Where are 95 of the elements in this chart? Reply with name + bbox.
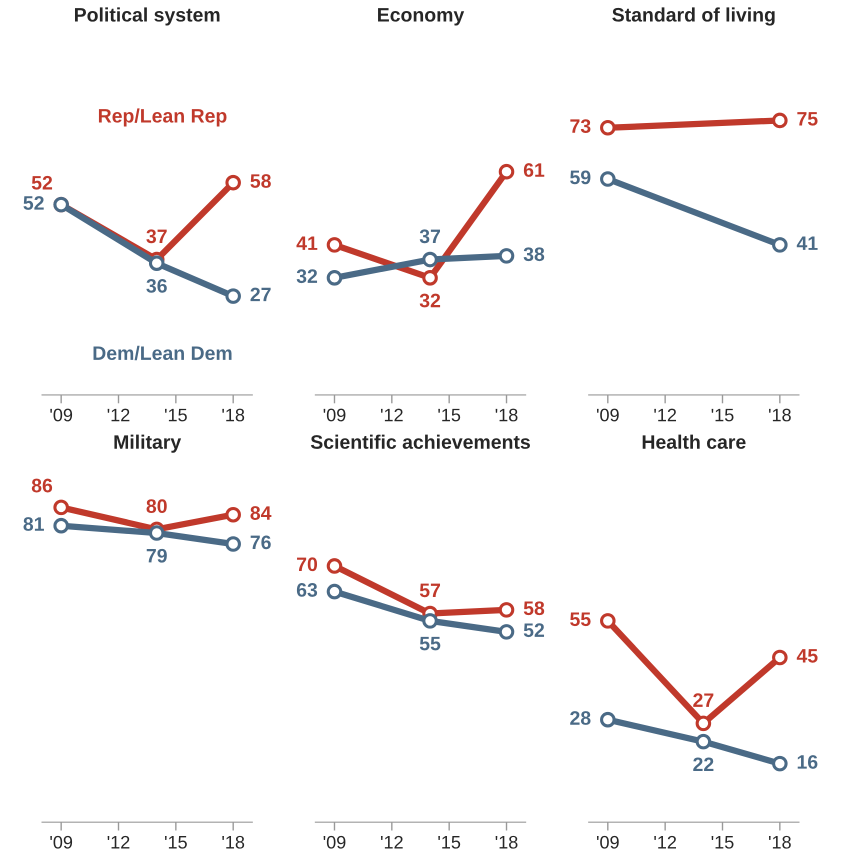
x-tick-label: '09 xyxy=(50,836,72,849)
data-label: 27 xyxy=(250,288,271,302)
data-label: 70 xyxy=(297,557,318,572)
point xyxy=(225,536,241,552)
x-tick-label: '12 xyxy=(380,408,403,422)
point xyxy=(600,613,616,629)
data-label: 80 xyxy=(146,499,167,514)
point xyxy=(225,174,241,190)
data-label: 79 xyxy=(146,548,167,563)
data-label: 86 xyxy=(32,478,52,492)
data-label: 41 xyxy=(296,236,318,250)
chart-title: Health care xyxy=(642,434,746,449)
x-tick-label: '15 xyxy=(438,836,460,849)
data-label: 16 xyxy=(798,755,818,769)
point xyxy=(772,237,788,253)
point xyxy=(326,270,342,286)
x-tick-label: '09 xyxy=(324,836,346,849)
point xyxy=(422,252,438,268)
point xyxy=(772,112,788,128)
data-label: 81 xyxy=(23,517,44,531)
x-tick-label: '15 xyxy=(712,408,734,422)
data-label: 52 xyxy=(524,623,544,638)
x-tick-label: '12 xyxy=(380,836,403,848)
point xyxy=(498,248,514,264)
text: Rep/Lean Rep xyxy=(98,108,226,127)
data-label: 55 xyxy=(420,636,440,650)
point xyxy=(148,255,165,271)
data-label: 38 xyxy=(524,247,544,262)
data-label: 52 xyxy=(23,196,44,210)
data-label: 61 xyxy=(524,163,544,177)
data-label: 32 xyxy=(420,294,440,308)
point xyxy=(498,164,514,180)
x-tick-label: '18 xyxy=(768,836,791,849)
data-label: 37 xyxy=(420,229,440,244)
data-label: 73 xyxy=(570,119,590,134)
point xyxy=(225,506,241,522)
chart-title: Economy xyxy=(378,8,464,26)
data-label: 75 xyxy=(797,112,818,126)
point xyxy=(696,716,712,732)
x-tick-label: '09 xyxy=(596,836,619,849)
data-label: 45 xyxy=(796,649,818,663)
x-tick-label: '12 xyxy=(108,836,130,848)
x-tick-label: '18 xyxy=(496,836,518,849)
point xyxy=(53,518,69,534)
x-tick-label: '09 xyxy=(50,408,72,422)
point xyxy=(326,237,342,253)
data-label: 28 xyxy=(570,711,591,725)
x-tick-label: '09 xyxy=(324,408,346,422)
point xyxy=(326,558,342,574)
point xyxy=(498,624,514,640)
chart-title: Political system xyxy=(74,7,220,26)
data-label: 63 xyxy=(296,583,318,597)
x-tick-label: '18 xyxy=(496,408,518,422)
data-label: 55 xyxy=(570,612,591,626)
data-label: 84 xyxy=(250,506,272,520)
data-label: 41 xyxy=(796,236,818,250)
point xyxy=(772,650,788,666)
data-label: 36 xyxy=(146,278,167,293)
chart-title: Standard of living xyxy=(612,7,775,26)
x-tick-label: '18 xyxy=(768,408,791,422)
x-tick-label: '12 xyxy=(108,408,130,422)
chart-title: Scientific achievements xyxy=(310,434,530,449)
x-tick-label: '12 xyxy=(654,408,676,422)
data-label: 52 xyxy=(32,176,52,190)
point xyxy=(422,613,438,629)
x-tick-label: '15 xyxy=(712,836,734,849)
x-tick-label: '15 xyxy=(165,408,187,422)
data-label: 58 xyxy=(524,601,544,616)
x-tick-label: '12 xyxy=(654,836,676,848)
point xyxy=(326,584,342,600)
data-label: 59 xyxy=(570,170,590,184)
point xyxy=(600,171,616,187)
point xyxy=(772,756,788,772)
x-tick-label: '09 xyxy=(596,408,619,422)
point xyxy=(422,270,438,286)
text: Dem/Lean Dem xyxy=(94,346,232,360)
x-tick-label: '18 xyxy=(222,408,244,422)
data-label: 57 xyxy=(420,584,440,598)
chart-title: Military xyxy=(114,434,182,453)
point xyxy=(600,120,616,136)
data-label: 27 xyxy=(693,693,714,707)
data-label: 37 xyxy=(146,229,167,244)
point xyxy=(225,288,241,304)
x-tick-label: '15 xyxy=(165,836,187,849)
point xyxy=(696,734,712,750)
data-label: 58 xyxy=(250,174,271,188)
point xyxy=(600,712,616,728)
data-label: 76 xyxy=(250,535,271,550)
x-tick-label: '18 xyxy=(222,836,244,849)
data-label: 22 xyxy=(693,757,714,772)
data-label: 32 xyxy=(296,269,318,284)
point xyxy=(148,525,165,541)
point xyxy=(53,500,69,516)
point xyxy=(498,602,514,618)
x-tick-label: '15 xyxy=(438,408,460,422)
